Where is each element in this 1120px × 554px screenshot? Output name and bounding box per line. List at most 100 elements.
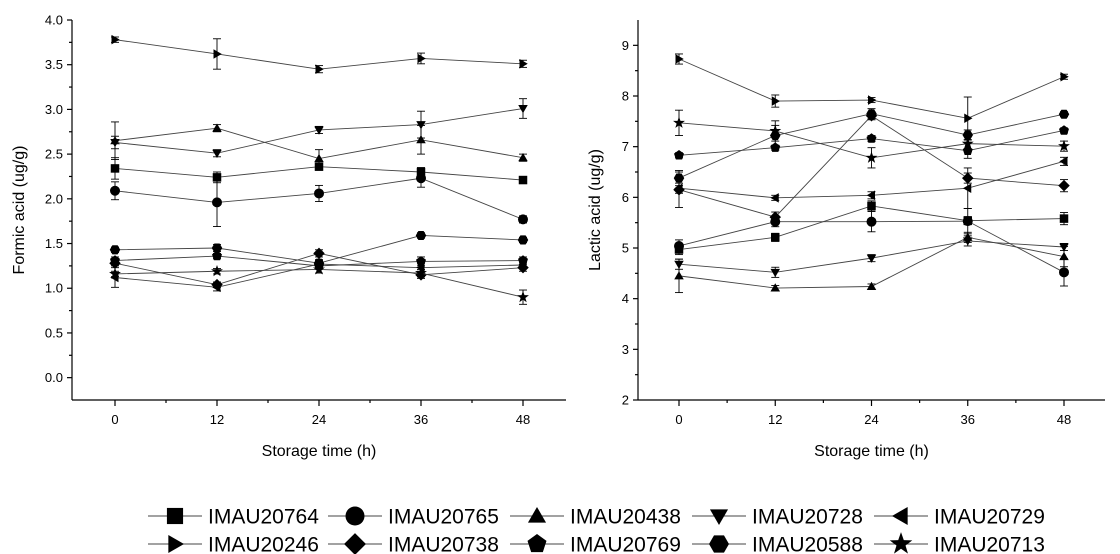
x-tick-label: 12 — [768, 412, 782, 427]
series-IMAU20588 — [673, 108, 1070, 187]
data-point — [770, 142, 781, 152]
data-point — [866, 254, 877, 263]
data-point — [518, 152, 528, 162]
data-point — [313, 247, 325, 260]
data-point — [770, 283, 781, 292]
data-point — [417, 53, 426, 64]
data-point — [517, 261, 529, 274]
legend-marker — [891, 506, 908, 526]
legend-label: IMAU20769 — [570, 534, 681, 554]
lactic-acid-panel: 2 3 4 5 6 7 8 9 0 12 24 36 48 Storage time (h) Lactic … — [587, 20, 1105, 460]
series-IMAU20246 — [675, 53, 1069, 141]
data-point — [964, 113, 973, 124]
legend-item-IMAU20728: IMAU20728 — [692, 506, 863, 529]
x-tick-label: 48 — [516, 412, 530, 427]
data-point — [313, 263, 325, 275]
x-tick-label: 24 — [312, 412, 326, 427]
data-point — [315, 64, 324, 74]
legend-label: IMAU20765 — [388, 506, 499, 529]
legend-marker — [527, 506, 547, 523]
data-point — [963, 183, 972, 193]
data-point — [416, 173, 426, 184]
data-point — [866, 109, 877, 119]
data-point — [674, 271, 684, 280]
x-tick-label: 48 — [1057, 412, 1071, 427]
data-point — [518, 214, 528, 225]
y-tick-label: 0.5 — [45, 325, 63, 340]
data-point — [212, 123, 222, 132]
data-point — [866, 281, 877, 291]
data-point — [110, 255, 120, 265]
series-line — [114, 39, 524, 70]
legend-label: IMAU20438 — [570, 506, 681, 529]
data-point — [770, 268, 781, 278]
legend-label: IMAU20738 — [388, 534, 499, 554]
y-tick-label: 8 — [622, 89, 629, 104]
data-point — [110, 185, 120, 196]
y-axis-title: Formic acid (ug/g) — [11, 146, 28, 275]
y-tick-label: 6 — [622, 190, 629, 205]
data-point — [962, 216, 973, 227]
x-tick-label: 36 — [961, 412, 975, 427]
x-tick-label: 12 — [210, 412, 224, 427]
data-point — [211, 278, 223, 291]
data-point — [212, 250, 222, 261]
data-point — [1059, 214, 1069, 223]
legend-marker — [527, 534, 547, 553]
legend-marker — [889, 532, 913, 554]
formic-acid-panel: 0.0 0.5 1.0 1.5 2.0 2.5 3.0 3.5 4.0 0 12 24 36 48 Stor… — [11, 13, 566, 460]
legend-item-IMAU20713: IMAU20713 — [874, 532, 1045, 554]
data-point — [110, 164, 120, 173]
legend-label: IMAU20764 — [208, 506, 319, 529]
y-tick-label: 3.5 — [45, 57, 63, 72]
legend-label: IMAU20728 — [752, 506, 863, 529]
data-point — [770, 193, 779, 203]
data-point — [518, 255, 528, 265]
data-point — [415, 266, 427, 279]
data-point — [771, 233, 780, 242]
data-point — [769, 211, 781, 223]
y-tick-label: 2 — [622, 393, 629, 408]
legend-label: IMAU20713 — [934, 534, 1045, 554]
series-IMAU20765 — [110, 168, 528, 227]
data-point — [674, 260, 684, 269]
series-IMAU20246 — [111, 34, 528, 74]
y-tick-label: 1.0 — [45, 281, 63, 296]
data-point — [674, 240, 684, 251]
data-point — [213, 49, 222, 59]
data-point — [1060, 71, 1069, 82]
data-point — [517, 235, 529, 245]
x-tick-label: 36 — [414, 412, 428, 427]
y-tick-label: 4.0 — [45, 13, 63, 28]
data-point — [866, 133, 877, 143]
y-tick-label: 2.0 — [45, 191, 63, 206]
legend-item-IMAU20246: IMAU20246 — [148, 534, 319, 554]
series-IMAU20769 — [674, 125, 1069, 160]
legend-marker — [709, 535, 729, 553]
legend-label: IMAU20246 — [208, 534, 319, 554]
legend-item-IMAU20764: IMAU20764 — [148, 506, 319, 529]
data-point — [517, 290, 529, 303]
legend-item-IMAU20729: IMAU20729 — [874, 506, 1045, 529]
data-point — [1059, 267, 1069, 278]
y-tick-label: 9 — [622, 38, 629, 53]
data-point — [314, 153, 324, 163]
series-IMAU20713 — [673, 109, 1070, 169]
data-point — [415, 230, 427, 241]
y-tick-label: 3.0 — [45, 102, 63, 117]
legend-item-IMAU20438: IMAU20438 — [510, 506, 681, 529]
data-point — [314, 126, 324, 135]
y-tick-label: 7 — [622, 139, 629, 154]
data-point — [673, 183, 685, 196]
series-IMAU20765 — [674, 208, 1069, 287]
data-point — [673, 173, 685, 183]
x-axis-title: Storage time (h) — [262, 443, 377, 460]
data-point — [868, 95, 877, 105]
data-point — [518, 175, 528, 185]
legend-label: IMAU20588 — [752, 534, 863, 554]
data-point — [416, 121, 426, 130]
data-point — [212, 149, 222, 158]
data-point — [1058, 139, 1070, 152]
data-point — [212, 197, 222, 208]
